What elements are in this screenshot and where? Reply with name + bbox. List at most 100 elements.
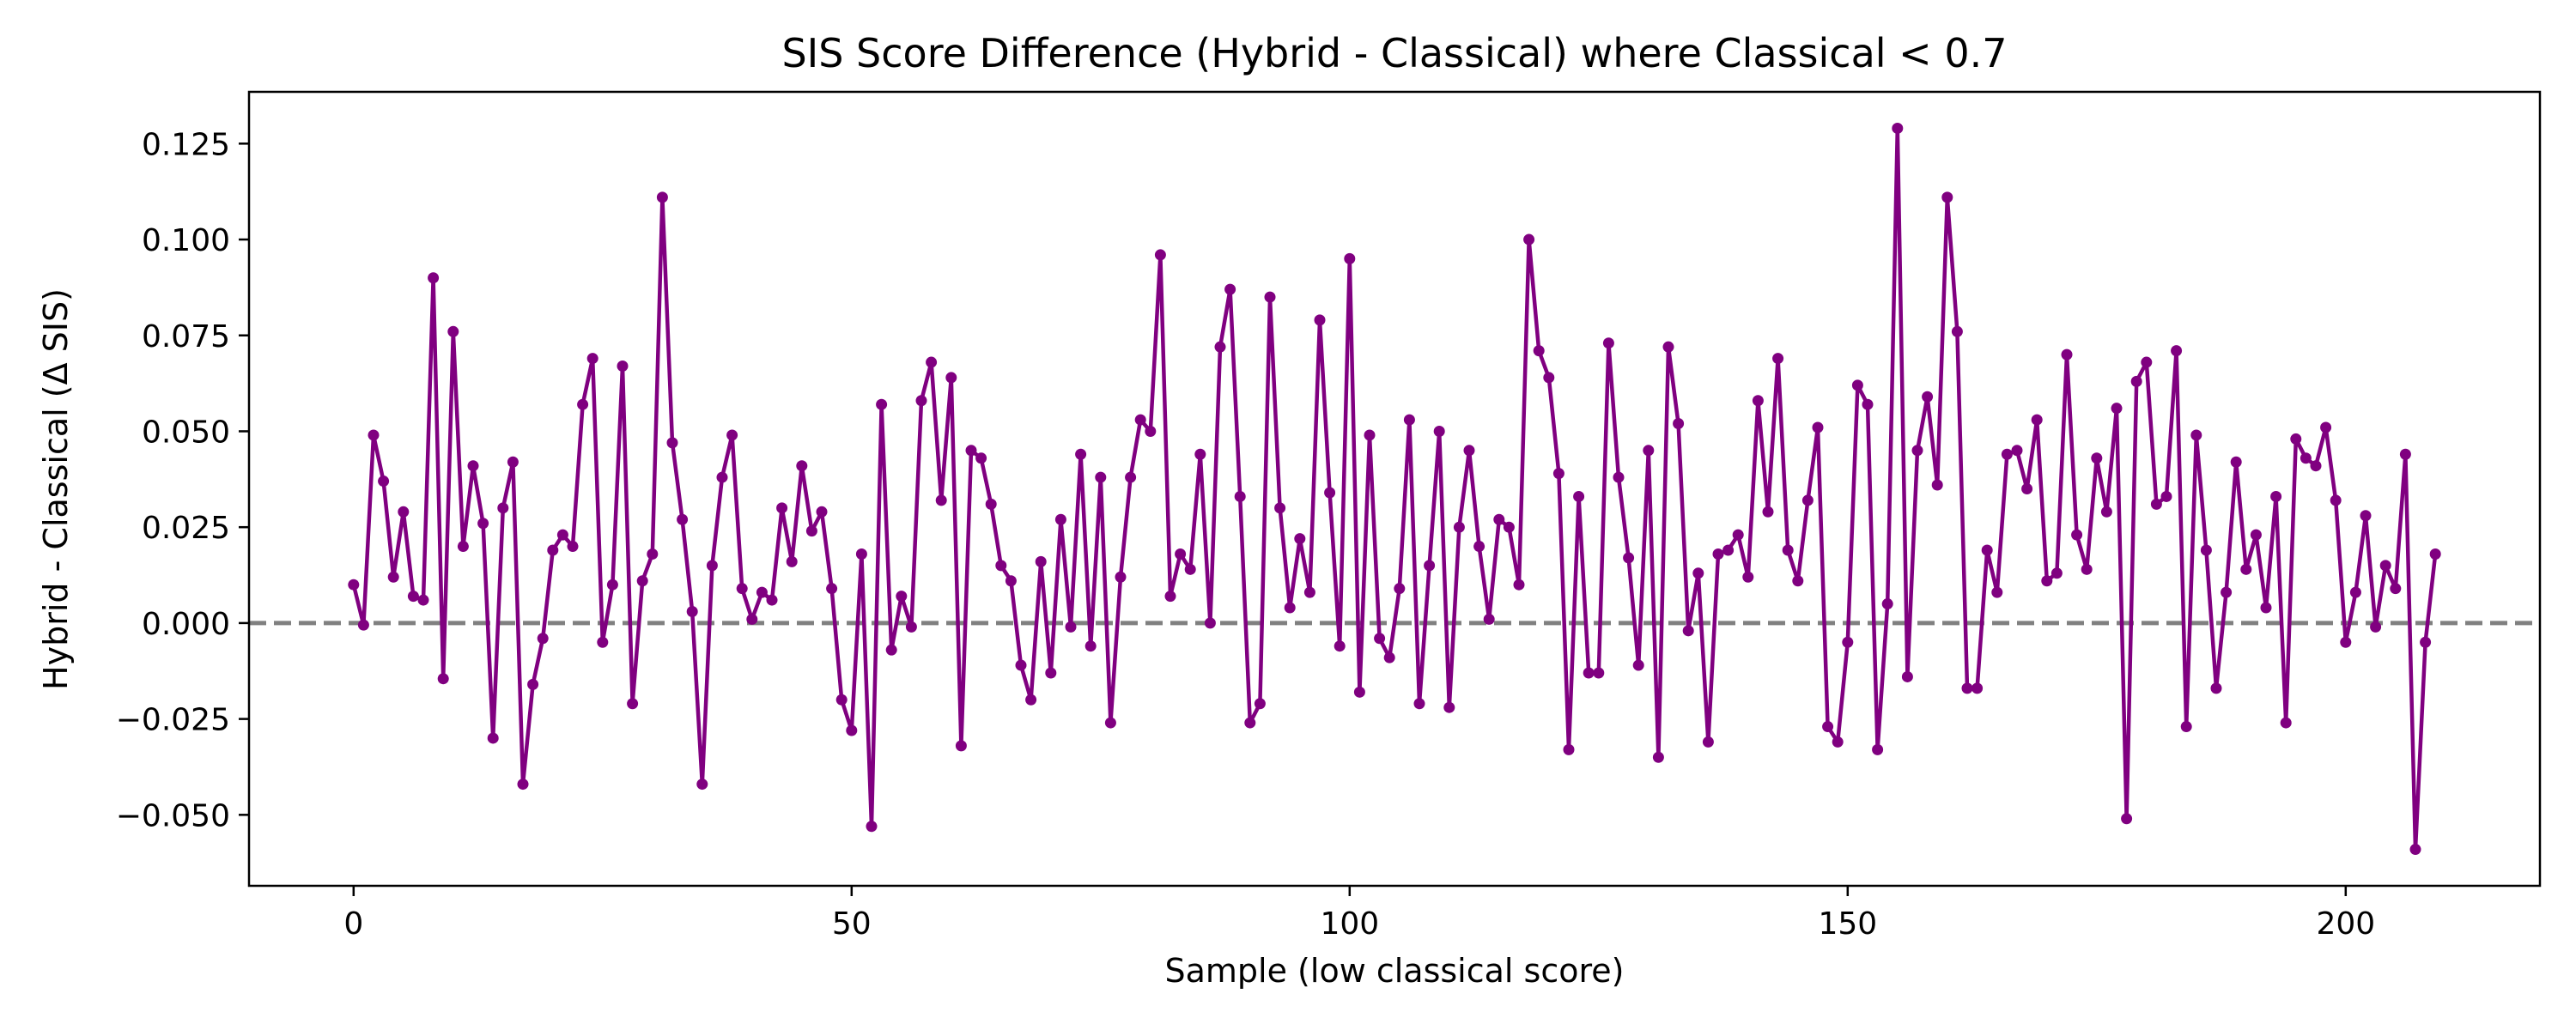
data-point [1981, 544, 1993, 556]
data-point [1224, 283, 1236, 295]
data-point [2420, 636, 2432, 648]
data-point [896, 591, 908, 603]
y-tick-label: 0.000 [142, 607, 230, 642]
data-point [417, 594, 429, 606]
data-point [1673, 418, 1685, 430]
data-point [1095, 471, 1107, 483]
data-point [1792, 575, 1804, 587]
data-point [1234, 490, 1246, 502]
data-point [1204, 617, 1216, 629]
data-point [1324, 487, 1336, 499]
data-point [2200, 544, 2212, 556]
data-point [1822, 721, 1834, 733]
data-point [1742, 571, 1754, 583]
data-point [1353, 686, 1365, 698]
data-point [2330, 494, 2342, 506]
data-point [1264, 291, 1276, 303]
data-point [457, 541, 469, 553]
data-point [1214, 341, 1226, 353]
data-point [1692, 567, 1704, 579]
data-point [2280, 717, 2292, 729]
data-point [776, 502, 788, 514]
data-point [1583, 667, 1595, 679]
data-point [437, 673, 449, 685]
data-point [2180, 721, 2192, 733]
y-tick-label: 0.025 [142, 511, 230, 546]
data-point [1115, 571, 1127, 583]
data-point [428, 272, 440, 284]
data-point [915, 395, 927, 407]
data-point [995, 560, 1007, 572]
data-point [1652, 751, 1664, 763]
data-point [1881, 598, 1893, 610]
data-point [1812, 421, 1824, 433]
data-point [1413, 698, 1425, 710]
data-point [477, 518, 489, 530]
data-point [1194, 448, 1206, 460]
data-point [716, 471, 728, 483]
data-point [1344, 252, 1356, 264]
data-point [696, 779, 708, 791]
data-point [1682, 625, 1694, 637]
data-point [796, 460, 808, 472]
data-point [1244, 717, 1256, 729]
data-point [1901, 670, 1913, 682]
x-tick-label: 150 [1818, 906, 1877, 942]
data-point [1552, 468, 1564, 480]
data-point [2141, 356, 2153, 368]
data-point [2290, 433, 2302, 445]
data-point [586, 353, 598, 365]
data-point [1523, 233, 1535, 245]
data-point [736, 583, 748, 595]
data-point [1851, 379, 1863, 391]
data-point [1383, 651, 1395, 663]
data-point [1922, 391, 1934, 403]
data-point [1005, 575, 1017, 587]
data-point [407, 591, 419, 603]
data-point [2349, 586, 2361, 598]
data-point [1533, 345, 1545, 357]
data-point [1045, 667, 1057, 679]
data-point [2310, 460, 2322, 472]
data-point [2121, 813, 2133, 825]
data-point [1513, 579, 1525, 591]
data-point [2300, 452, 2312, 464]
data-point [2429, 548, 2441, 560]
data-point [1254, 698, 1266, 710]
data-point [348, 579, 360, 591]
x-tick-label: 50 [832, 906, 872, 942]
data-point [786, 555, 798, 567]
data-point [1801, 494, 1814, 506]
data-point [1364, 429, 1376, 441]
data-point [567, 541, 579, 553]
data-point [1314, 314, 1326, 326]
data-point [1035, 555, 1047, 567]
data-point [556, 529, 568, 541]
data-point [1613, 471, 1625, 483]
data-point [1145, 425, 1157, 437]
data-point [1602, 337, 1614, 349]
x-tick-label: 200 [2316, 906, 2375, 942]
data-point [1862, 398, 1874, 410]
data-point [1762, 506, 1774, 518]
data-point [577, 398, 589, 410]
data-point [1025, 694, 1037, 706]
data-point [2021, 483, 2033, 494]
y-tick-label: 0.125 [142, 127, 230, 162]
data-point [1443, 701, 1455, 713]
x-tick-label: 0 [343, 906, 363, 942]
data-point [2240, 563, 2252, 575]
data-point [2050, 567, 2063, 579]
series-line [351, 126, 2438, 851]
data-point [2320, 421, 2332, 433]
data-point [2100, 506, 2112, 518]
data-point [1563, 743, 1575, 755]
data-point [1424, 560, 1436, 572]
data-point [855, 548, 867, 560]
data-point [1184, 563, 1196, 575]
data-point [1403, 414, 1415, 426]
data-point [2360, 510, 2372, 522]
data-point [1662, 341, 1674, 353]
data-point [1892, 122, 1904, 134]
